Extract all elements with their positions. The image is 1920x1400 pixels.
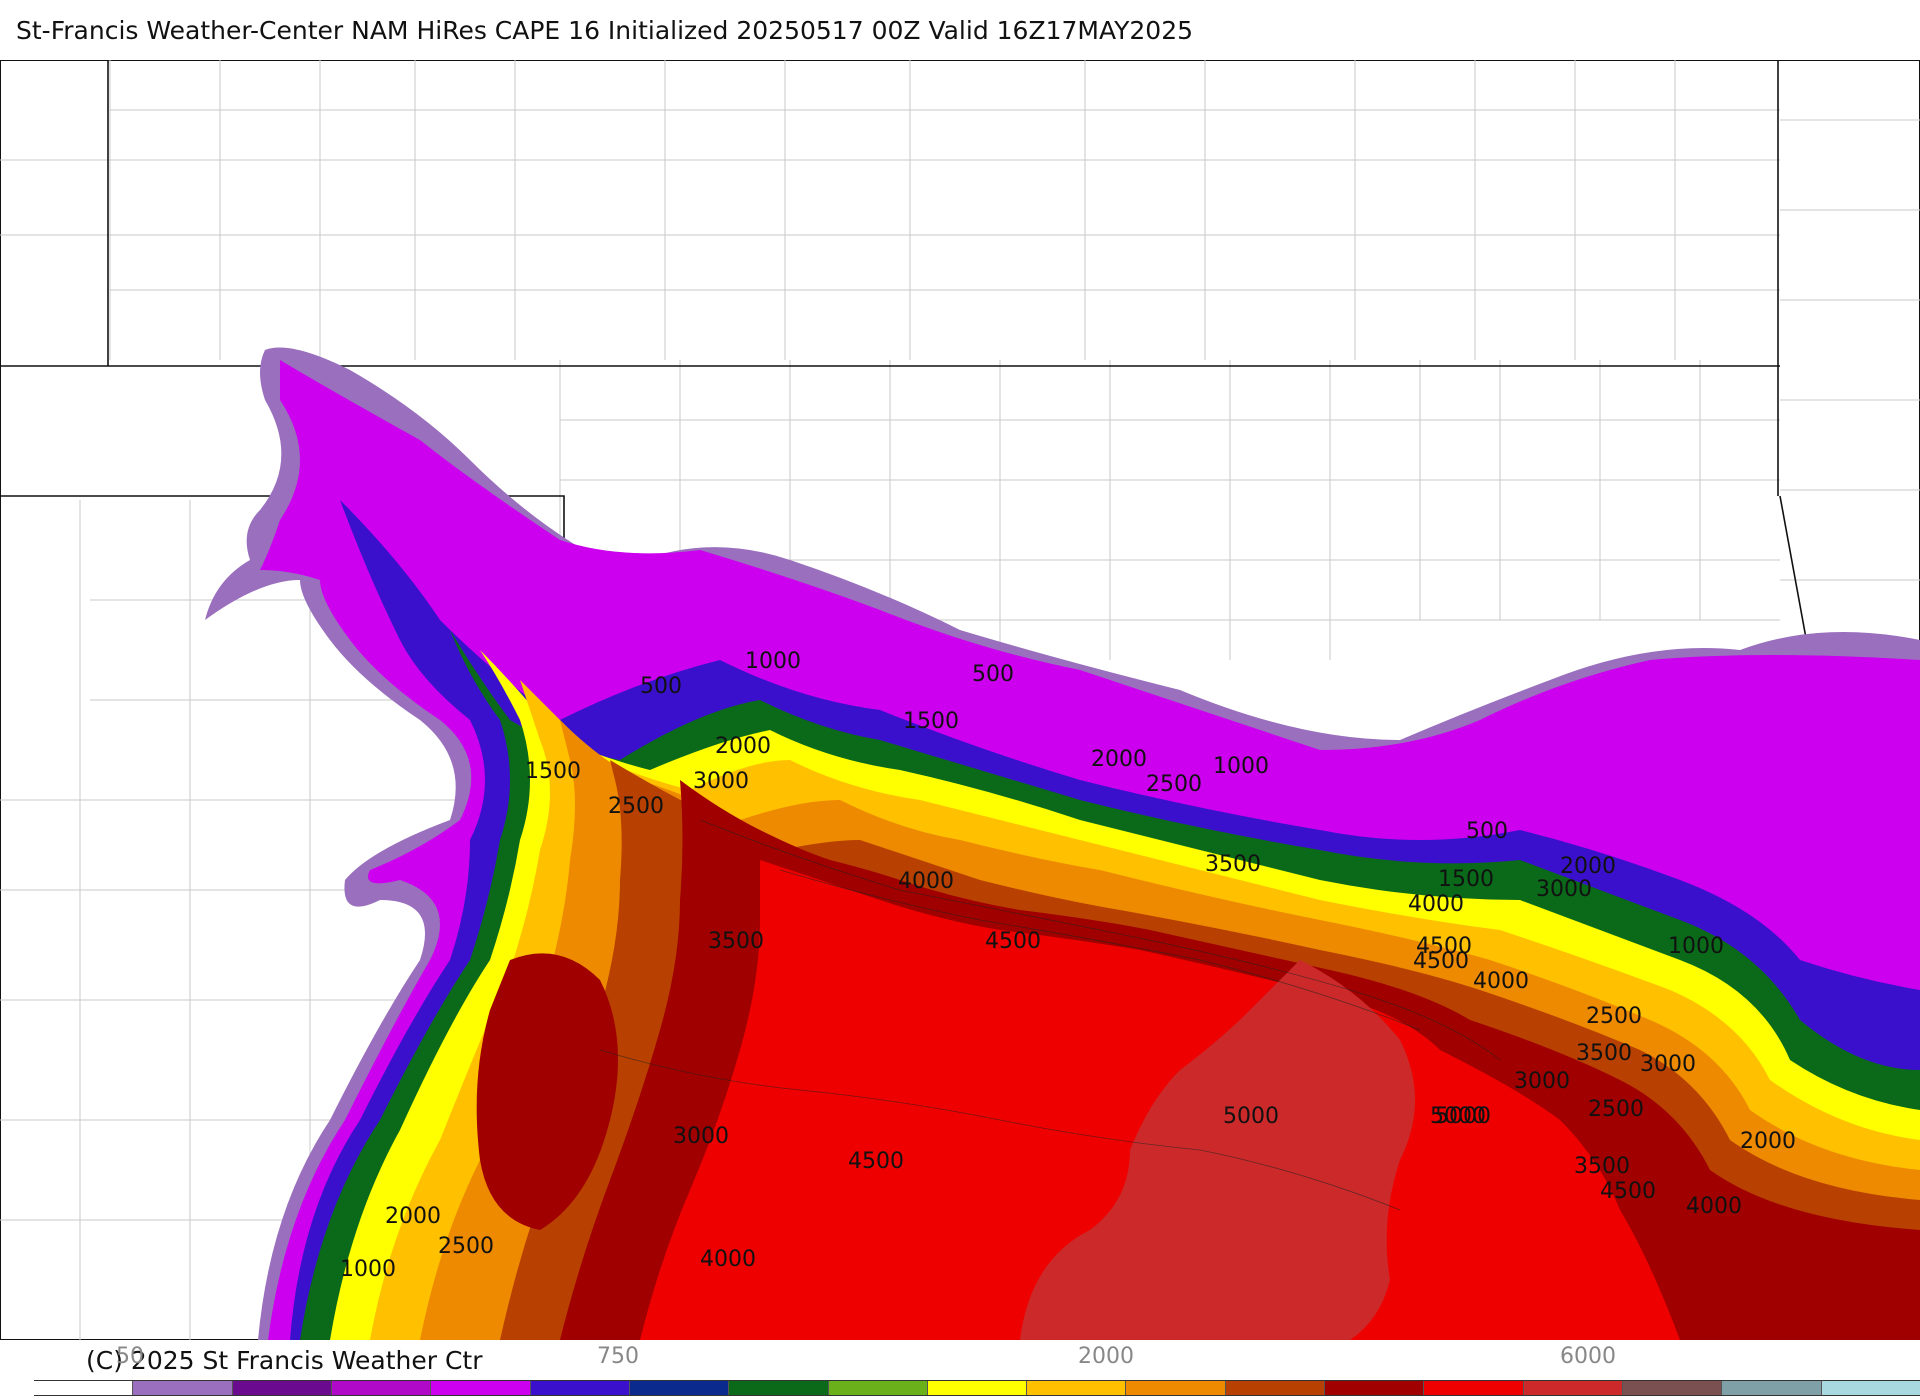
colorbar-swatch [1622,1381,1722,1395]
contour-label: 2000 [1091,747,1147,772]
cape-contours [599,819,1501,1211]
colorbar-swatch [926,1381,1027,1395]
cape-shading [205,347,1920,1340]
colorbar-swatch [132,1381,232,1395]
copyright-credit: (C) 2025 St Francis Weather Ctr [86,1346,483,1375]
contour-label: 3500 [708,929,764,954]
colorbar-swatch [231,1381,331,1395]
contour-label: 3000 [1514,1069,1570,1094]
colorbar-tick: 2000 [1078,1344,1134,1369]
colorbar-swatch [728,1381,828,1395]
contour-label: 1500 [903,709,959,734]
contour-label: 500 [972,662,1014,687]
colorbar-tick: 6000 [1560,1344,1616,1369]
contour-label: 3000 [1640,1052,1696,1077]
colorbar-swatch [1224,1381,1325,1395]
contour-label: 1000 [1668,934,1724,959]
contour-label: 4500 [1413,949,1469,974]
contour-label: 4000 [1686,1194,1742,1219]
contour-label: 4500 [1416,934,1472,959]
county-lines [0,60,1920,1340]
contour-label: 2500 [1146,772,1202,797]
contour-label: 2000 [385,1204,441,1229]
contour-label: 3000 [673,1124,729,1149]
contour-label: 3500 [1205,852,1261,877]
contour-label: 2500 [608,794,664,819]
contour-label: 500 [1466,819,1508,844]
cape-colorbar [34,1380,1920,1396]
contour-label: 1500 [525,759,581,784]
contour-label: 1500 [1438,867,1494,892]
cape-map: 500 1000 1500 2000 2500 3000 3500 4000 4… [0,60,1920,1340]
contour-label: 1000 [340,1257,396,1282]
contour-label: 4000 [1408,892,1464,917]
colorbar-swatch [1026,1381,1126,1395]
contour-label: 1000 [1213,754,1269,779]
colorbar-swatch [1423,1381,1523,1395]
map-title: St-Francis Weather-Center NAM HiRes CAPE… [16,16,1194,45]
contour-label: 2500 [1588,1097,1644,1122]
contour-label: 5000 [1223,1104,1279,1129]
contour-label: 3000 [693,769,749,794]
contour-label: 3000 [1536,877,1592,902]
contour-label: 3500 [1574,1154,1630,1179]
cape-band-5000 [1020,960,1415,1340]
colorbar-swatch [1820,1381,1920,1395]
contour-label: 2000 [1740,1129,1796,1154]
colorbar-swatch [1125,1381,1225,1395]
colorbar-swatch [1522,1381,1622,1395]
cape-core-west [476,953,618,1230]
contour-label: 4500 [848,1149,904,1174]
contour-label: 2500 [438,1234,494,1259]
colorbar-swatch [34,1381,133,1395]
colorbar-swatch [1721,1381,1821,1395]
contour-label: 2000 [715,734,771,759]
colorbar-tick: 750 [597,1344,639,1369]
contour-label: 4500 [1600,1179,1656,1204]
colorbar-swatch [330,1381,431,1395]
contour-label: 4000 [700,1247,756,1272]
contour-label: 500 [640,674,682,699]
contour-label: 4000 [1473,969,1529,994]
contour-label: 4500 [985,929,1041,954]
contour-label-layer: 500 1000 1500 2000 2500 3000 3500 4000 4… [340,649,1796,1282]
contour-label: 1000 [745,649,801,674]
cape-map-svg: 500 1000 1500 2000 2500 3000 3500 4000 4… [0,60,1920,1340]
colorbar-swatch [1324,1381,1424,1395]
contour-label: 5000 [1430,1104,1486,1129]
colorbar-swatch [529,1381,629,1395]
contour-label: 3500 [1576,1041,1632,1066]
contour-label: 2500 [1586,1004,1642,1029]
colorbar-tick: 50 [116,1344,144,1369]
colorbar-swatch [827,1381,927,1395]
colorbar-swatch [430,1381,530,1395]
colorbar-swatch [628,1381,729,1395]
contour-label: 5000 [1435,1104,1491,1129]
contour-label: 4000 [898,869,954,894]
contour-label: 2000 [1560,854,1616,879]
